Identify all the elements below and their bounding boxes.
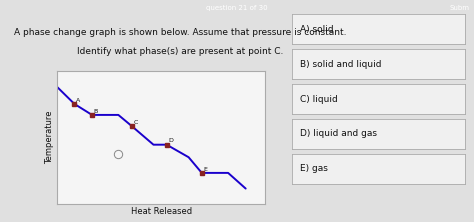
Text: Identify what phase(s) are present at point C.: Identify what phase(s) are present at po… (77, 47, 283, 56)
Text: E: E (203, 167, 208, 172)
Text: B: B (94, 109, 98, 114)
Text: Subm: Subm (449, 5, 469, 11)
Text: C: C (133, 120, 137, 125)
Text: C) liquid: C) liquid (300, 95, 338, 104)
Text: D: D (168, 139, 173, 143)
Text: A) solid: A) solid (300, 25, 334, 34)
Y-axis label: Temperature: Temperature (45, 111, 54, 164)
Text: B) solid and liquid: B) solid and liquid (300, 60, 382, 69)
Text: question 21 of 30: question 21 of 30 (206, 5, 268, 11)
Text: E) gas: E) gas (300, 164, 328, 173)
Text: A: A (76, 98, 81, 103)
X-axis label: Heat Released: Heat Released (131, 207, 191, 216)
Text: D) liquid and gas: D) liquid and gas (300, 129, 377, 139)
Text: A phase change graph is shown below. Assume that pressure is constant.: A phase change graph is shown below. Ass… (14, 28, 346, 37)
